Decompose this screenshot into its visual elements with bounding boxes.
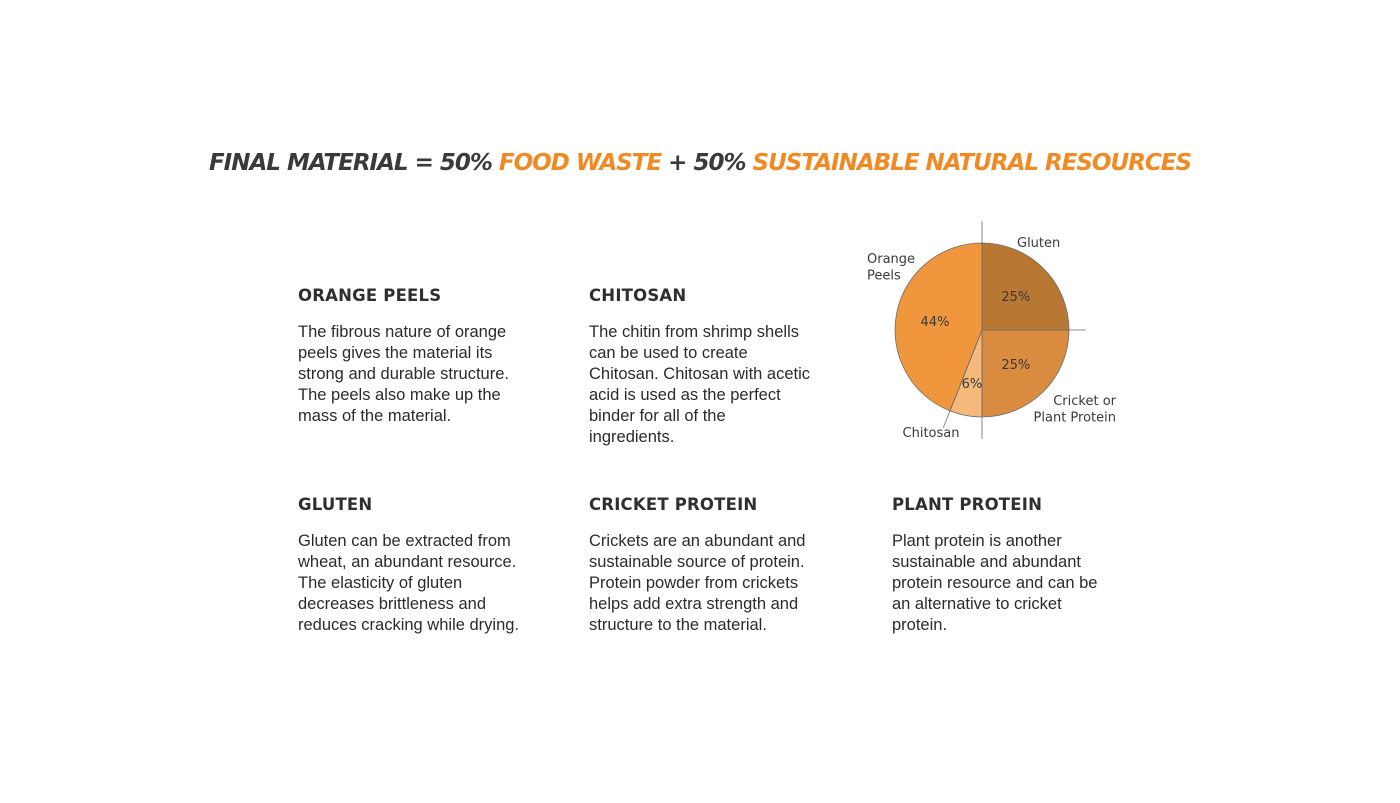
ingredient-title: GLUTEN: [298, 495, 373, 514]
ingredient-title: PLANT PROTEIN: [892, 495, 1043, 514]
ingredient-plant-protein: PLANT PROTEIN Plant protein is another s…: [892, 495, 1117, 636]
pie-slice: [894, 242, 983, 412]
pie-slice-percent: 6%: [962, 377, 983, 392]
ingredient-cricket-protein: CRICKET PROTEIN Crickets are an abundant…: [589, 495, 814, 636]
pie-slice-percent: 25%: [1001, 358, 1030, 373]
title-part-plus: + 50%: [661, 150, 753, 176]
ingredient-description: The fibrous nature of orange peels gives…: [298, 323, 509, 425]
ingredient-description: Gluten can be extracted from wheat, an a…: [298, 532, 520, 634]
pie-slice-label: Orange Peels: [867, 252, 915, 284]
pie-leader-line: [942, 329, 983, 428]
pie-slice-label: Chitosan: [903, 426, 960, 441]
pie-slice-label: Cricket or Plant Protein: [1034, 394, 1117, 426]
ingredient-gluten: GLUTEN Gluten can be extracted from whea…: [298, 495, 523, 636]
ingredient-title: CRICKET PROTEIN: [589, 495, 758, 514]
pie-slice-label: Gluten: [1017, 236, 1060, 251]
ingredient-description: Plant protein is another sustainable and…: [892, 532, 1098, 634]
ingredient-orange-peels: ORANGE PEELS The fibrous nature of orang…: [298, 286, 523, 427]
pie-slice: [981, 242, 1070, 331]
ingredient-title: ORANGE PEELS: [298, 286, 442, 305]
composition-pie-chart: 25% Gluten 25% Cricket or Plant Protein 6% Chi…: [867, 221, 1117, 441]
pie-slice: [981, 329, 1070, 418]
ingredient-title: CHITOSAN: [589, 286, 687, 305]
title-part-food-waste: FOOD WASTE: [498, 150, 662, 176]
ingredient-description: Crickets are an abundant and sustainable…: [589, 532, 806, 634]
pie-slice-percent: 25%: [1001, 290, 1030, 305]
title-part-final-material: FINAL MATERIAL = 50%: [208, 150, 499, 176]
ingredient-chitosan: CHITOSAN The chitin from shrimp shells c…: [589, 286, 814, 448]
pie-slice-percent: 44%: [921, 315, 950, 330]
ingredient-description: The chitin from shrimp shells can be use…: [589, 323, 811, 446]
title-part-natural-resources: SUSTAINABLE NATURAL RESOURCES: [752, 150, 1192, 176]
page-title: FINAL MATERIAL = 50% FOOD WASTE + 50% SU…: [0, 150, 1400, 176]
